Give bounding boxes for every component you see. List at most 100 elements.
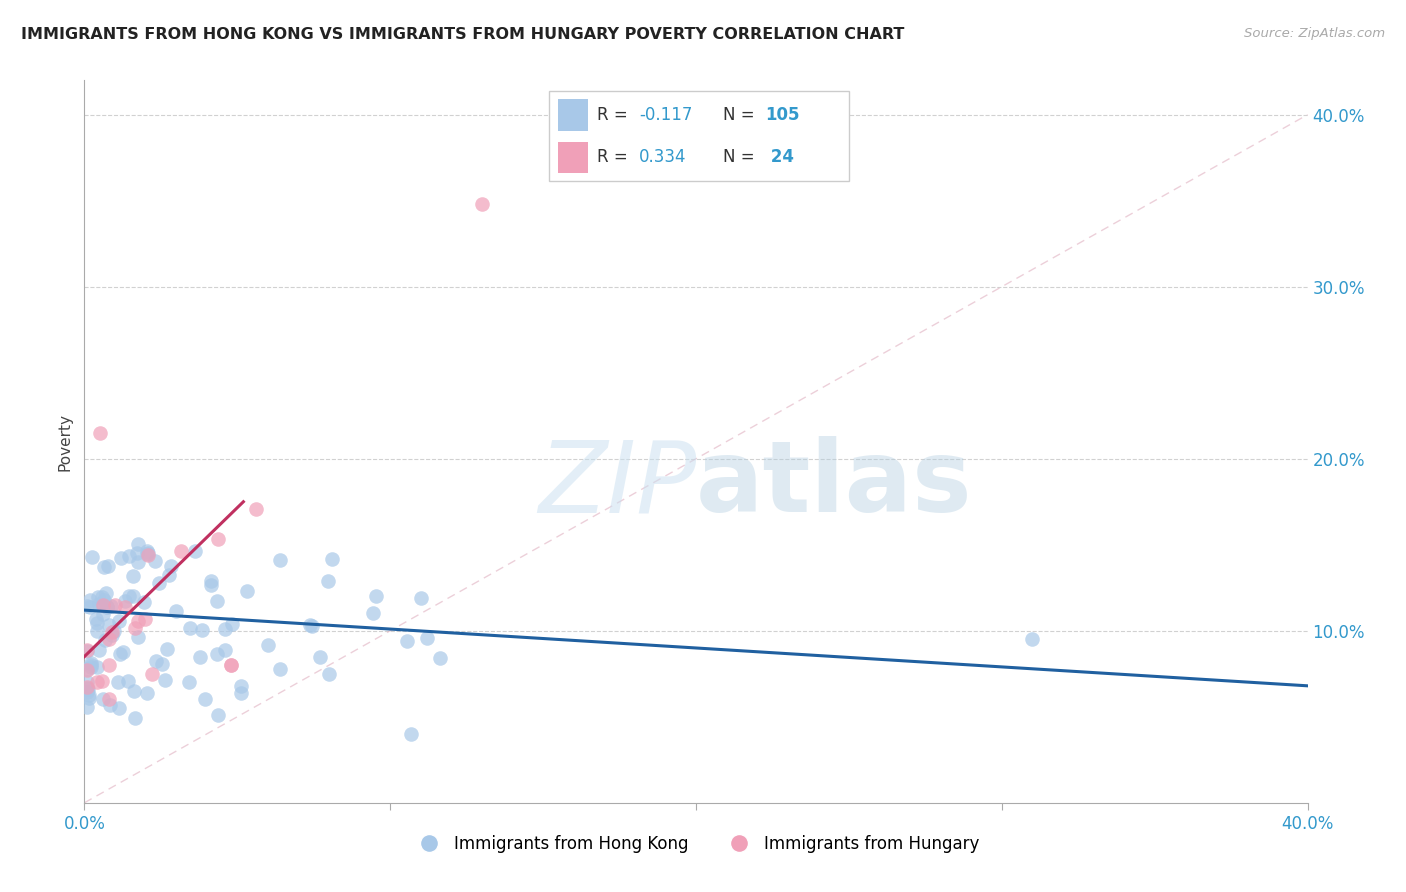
Point [91,590,114,604]
Point [87,597,110,611]
Text: ZIP: ZIP [537,436,696,533]
Point [112,645,135,659]
Point [96,600,118,615]
Point [177,674,200,689]
Point [138,548,160,562]
Point [100,625,122,640]
Point [107,614,129,628]
Point [97,692,120,706]
Point [96,599,118,614]
Legend: Immigrants from Hong Kong, Immigrants from Hungary: Immigrants from Hong Kong, Immigrants fr… [406,828,986,860]
Point [166,604,188,618]
Point [89,642,111,657]
Point [76,681,98,696]
Point [136,544,159,558]
Point [76,599,98,613]
Point [127,536,149,550]
Point [77,691,100,706]
Point [153,673,176,687]
Point [145,654,167,668]
Point [179,621,201,635]
Point [80,550,103,565]
Point [121,568,143,582]
Point [76,663,98,677]
Point [127,614,149,628]
Point [103,624,125,638]
Point [91,692,114,706]
Point [159,558,181,573]
Point [76,643,98,657]
Point [96,586,118,600]
Point [471,197,494,211]
Point [207,533,229,547]
Point [100,599,122,614]
Point [136,546,159,560]
Point [316,574,339,589]
Point [194,691,217,706]
Point [143,554,166,568]
Point [214,643,236,657]
Point [127,546,149,560]
Point [318,666,340,681]
Point [104,599,127,613]
Point [205,593,228,607]
Point [86,675,108,690]
Point [118,589,141,603]
Point [98,698,121,712]
Point [76,675,98,690]
Text: atlas: atlas [696,436,973,533]
Point [309,649,332,664]
Point [90,598,112,612]
Point [93,593,115,607]
Point [298,617,321,632]
Point [93,560,115,574]
Point [219,658,242,673]
Point [148,576,170,591]
Point [80,656,103,670]
Point [79,600,101,615]
Point [108,701,131,715]
Point [395,633,418,648]
Point [150,657,173,671]
Point [429,651,451,665]
Point [97,559,120,574]
Point [256,638,278,652]
Point [107,674,129,689]
Point [141,666,163,681]
Point [76,699,98,714]
Point [93,632,115,647]
Point [135,547,157,561]
Point [97,618,120,632]
Point [114,594,136,608]
Point [79,593,101,607]
Point [127,630,149,644]
Point [207,647,229,661]
Point [1021,632,1043,647]
Point [97,658,120,673]
Point [416,631,439,645]
Point [91,598,114,612]
Point [231,686,253,700]
Point [117,673,139,688]
Point [363,606,385,620]
Point [183,544,205,558]
Point [156,642,179,657]
Point [399,727,422,741]
Point [134,612,156,626]
Point [76,644,98,658]
Point [269,662,291,676]
Point [86,616,108,631]
Point [84,611,107,625]
Point [221,616,243,631]
Point [124,711,146,725]
Point [188,649,211,664]
Point [124,621,146,635]
Point [200,577,222,591]
Point [200,574,222,589]
Point [76,685,98,699]
Y-axis label: Poverty: Poverty [58,412,73,471]
Point [301,619,323,633]
Point [76,680,98,694]
Point [236,583,259,598]
Point [118,549,141,564]
